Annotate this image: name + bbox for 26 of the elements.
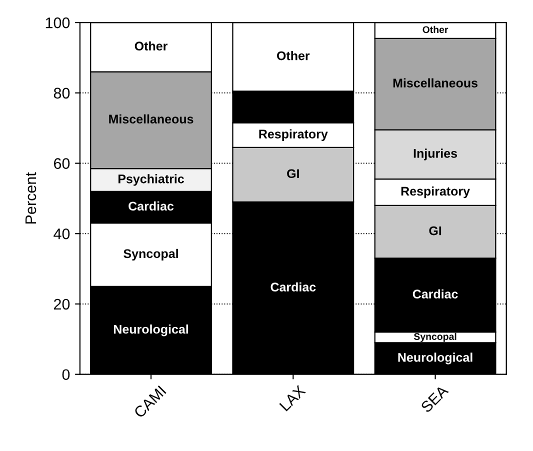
x-tick-label: SEA [420,384,449,414]
y-tick-label: 20 [54,298,70,310]
y-tick-label: 60 [54,158,70,169]
y-axis-title: Percent [26,172,36,224]
series-label: Cardiac [128,201,174,211]
y-tick-label: 100 [46,17,70,28]
series-label: Other [422,26,448,34]
y-tick-label: 0 [62,369,70,380]
text: Syncopal [124,248,178,261]
series-label: Psychiatric [118,174,184,186]
series-label: Neurological [398,352,472,364]
y-tick-label: 40 [54,228,70,240]
text: GI [287,169,299,178]
text: Miscellaneous [393,78,478,88]
text: Other [276,51,310,60]
series-label: Respiratory [259,129,328,141]
text: Other [134,41,168,51]
series-label: Miscellaneous [109,114,194,124]
text: Cardiac [270,282,316,292]
series-label: Injuries [414,148,457,160]
text: Respiratory [401,186,470,198]
series-label: GI [429,226,442,236]
series-label: Syncopal [414,332,456,342]
text: Cardiac [412,289,458,299]
text: Neurological [114,324,188,336]
y-tick-label: 80 [54,88,70,99]
